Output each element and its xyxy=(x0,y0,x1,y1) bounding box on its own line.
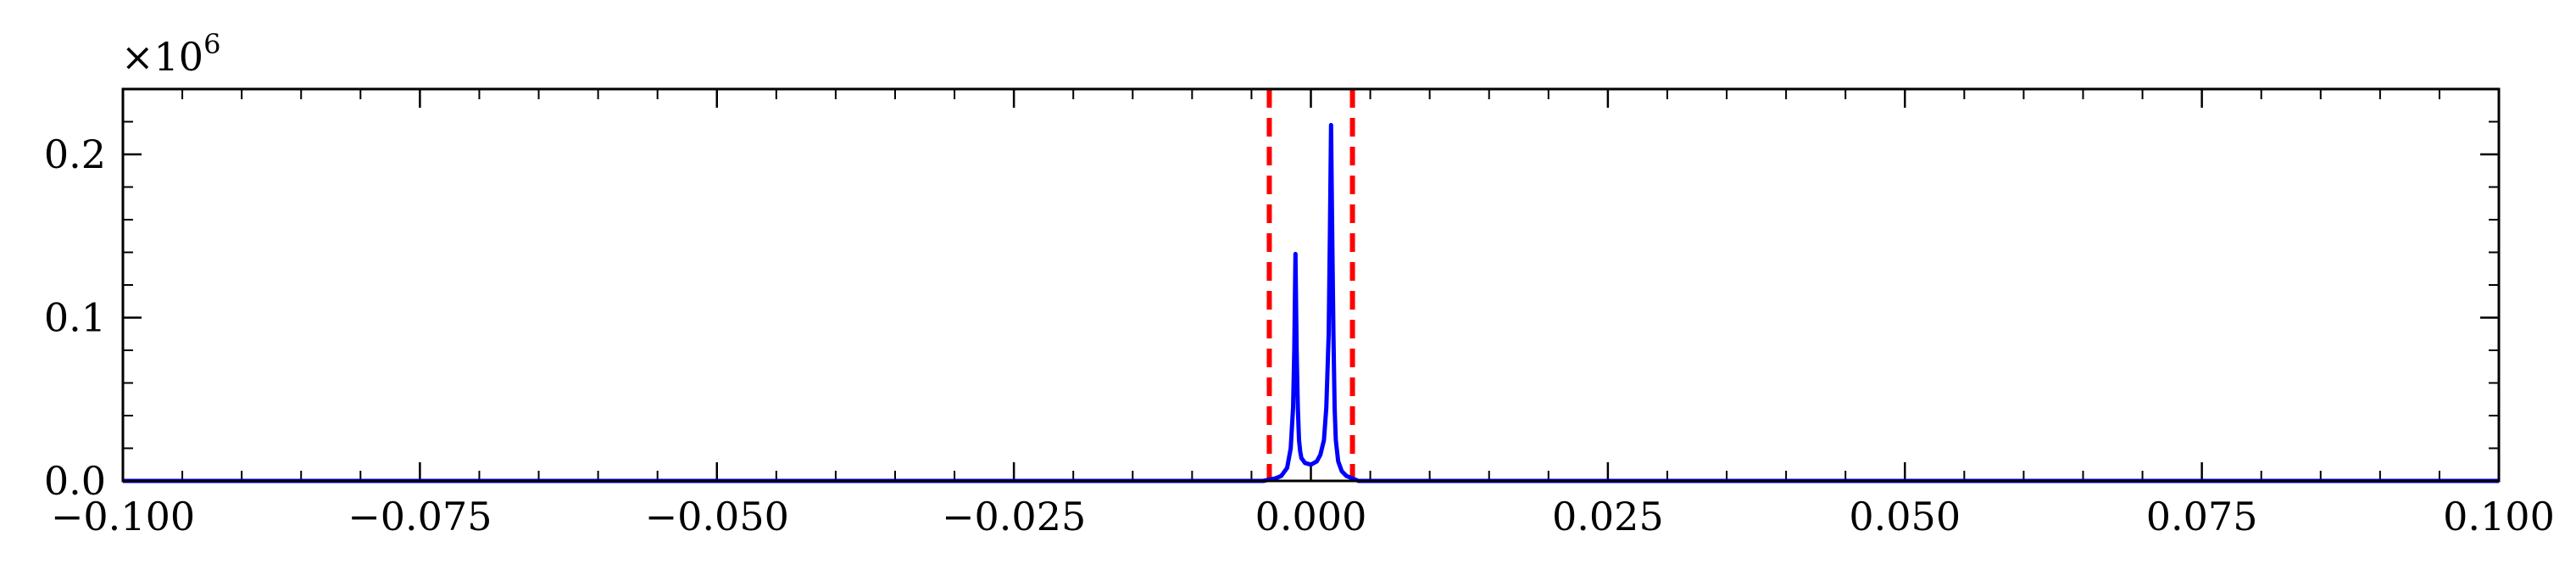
x-tick-label: −0.050 xyxy=(645,494,789,539)
y-tick-label: 0.0 xyxy=(44,458,106,504)
reference-lines-layer xyxy=(1266,89,1355,481)
series-layer xyxy=(123,122,2499,483)
x-tick-label: 0.100 xyxy=(2443,494,2555,539)
x-tick-label: −0.100 xyxy=(51,494,195,539)
series-line xyxy=(123,122,2499,483)
y-axis-scale-label: ×106 xyxy=(121,28,220,80)
x-tick-label: 0.050 xyxy=(1849,494,1961,539)
x-tick-label: 0.000 xyxy=(1255,494,1367,539)
plot-frame xyxy=(121,87,2501,483)
x-tick-label: −0.075 xyxy=(348,494,492,539)
y-tick-label: 0.1 xyxy=(44,295,106,341)
y-tick-label: 0.2 xyxy=(44,131,106,177)
x-tick-label: 0.075 xyxy=(2146,494,2258,539)
tick-labels-layer: −0.100 −0.075 −0.050 −0.025 0.000 0.025 0.050 0… xyxy=(44,131,2555,539)
y-scale-base: ×10 xyxy=(121,34,203,80)
ticks-layer xyxy=(121,88,2501,483)
x-tick-label: 0.025 xyxy=(1552,494,1664,539)
x-tick-label: −0.025 xyxy=(942,494,1086,539)
y-scale-exponent: 6 xyxy=(203,28,220,60)
